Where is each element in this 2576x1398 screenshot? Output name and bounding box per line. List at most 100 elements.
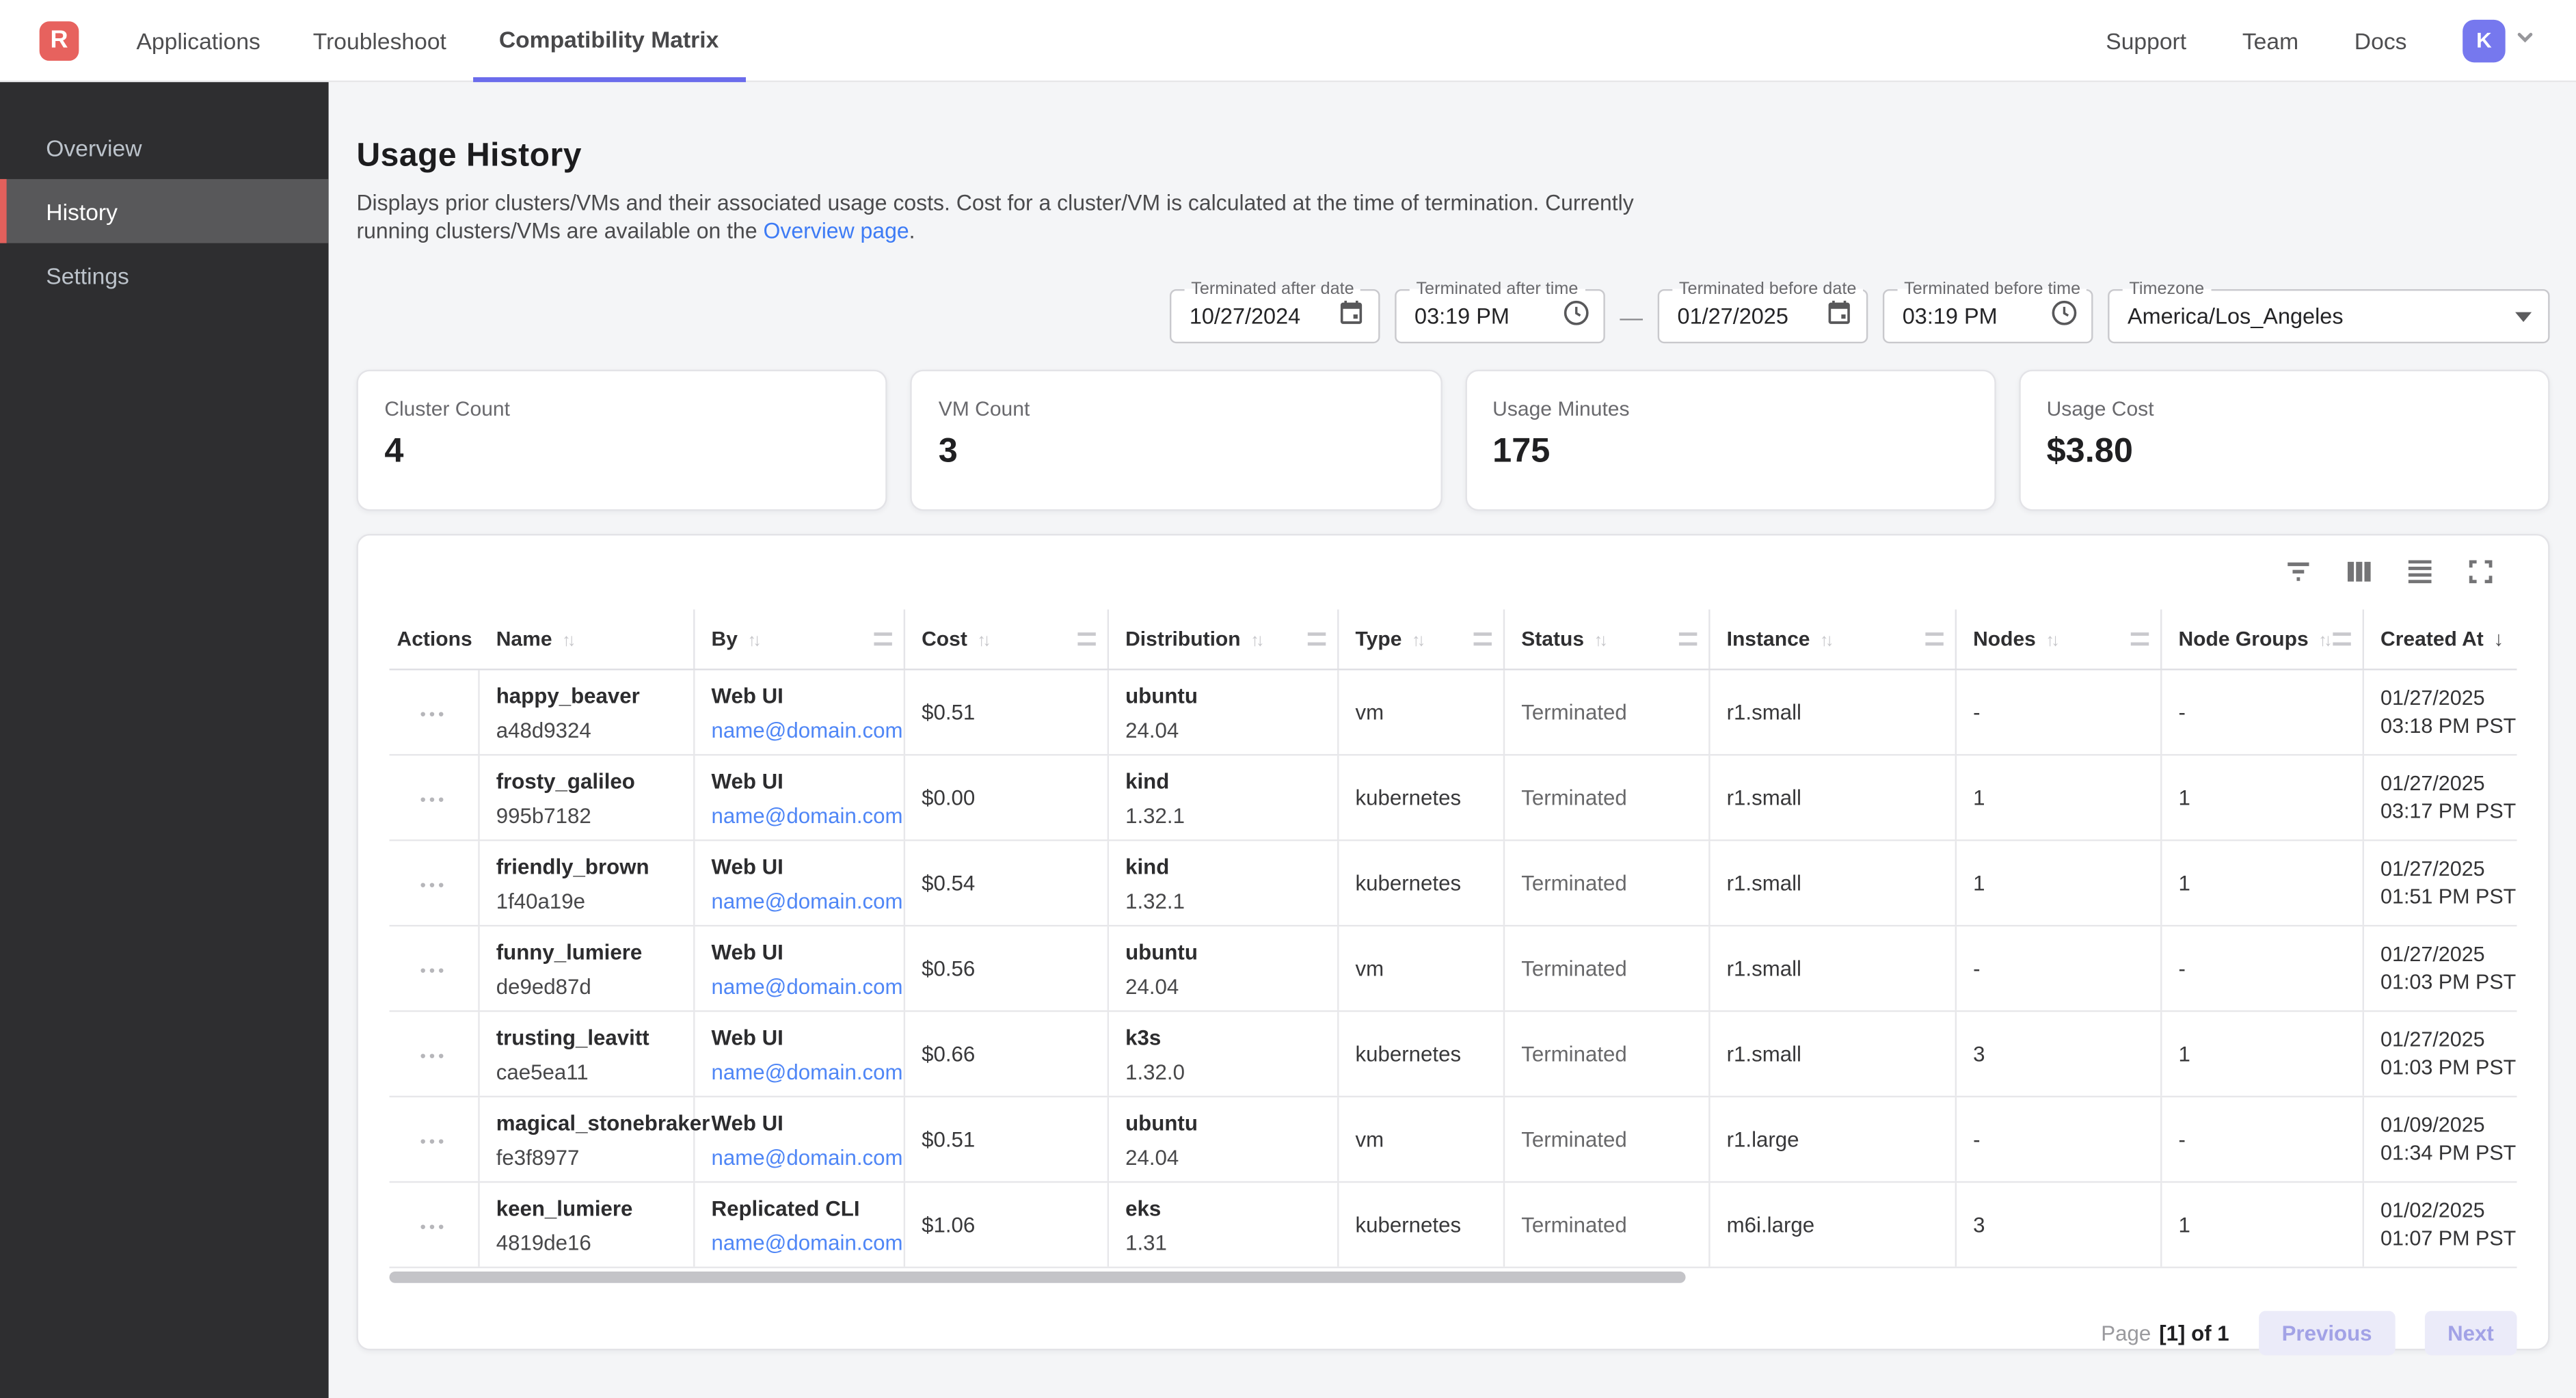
type-cell: kubernetes [1355, 870, 1462, 896]
row-actions-kebab-button[interactable] [414, 950, 454, 987]
sort-icon[interactable] [1241, 628, 1261, 651]
col-header-cost[interactable]: Cost [905, 609, 1110, 669]
filter-icon[interactable] [2282, 555, 2315, 588]
email-link[interactable]: name@domain.com [711, 1144, 903, 1169]
table-row[interactable]: frosty_galileo 995b7182 Web UI name@domain… [389, 755, 2517, 842]
overview-page-link[interactable]: Overview page [763, 218, 909, 243]
table-row[interactable]: keen_lumiere 4819de16 Replicated CLI name@… [389, 1183, 2517, 1269]
terminated-before-date-field[interactable]: Terminated before date 01/27/2025 [1657, 279, 1868, 344]
nav-support[interactable]: Support [2106, 27, 2187, 54]
field-value[interactable]: 03:19 PM [1902, 304, 1998, 329]
caret-down-icon[interactable] [2515, 311, 2532, 321]
calendar-icon[interactable] [1825, 298, 1853, 334]
timezone-select[interactable]: Timezone America/Los_Angeles [2108, 279, 2550, 344]
instance-cell: r1.small [1726, 1041, 1801, 1066]
sort-icon[interactable] [1401, 628, 1422, 651]
next-page-button[interactable]: Next [2424, 1310, 2517, 1356]
distribution-name: kind [1125, 853, 1170, 878]
sort-desc-icon[interactable] [2484, 628, 2504, 651]
clock-icon[interactable] [1562, 298, 1590, 334]
column-menu-icon[interactable] [2130, 632, 2149, 646]
row-actions-kebab-button[interactable] [414, 779, 454, 816]
field-value[interactable]: 03:19 PM [1414, 304, 1510, 329]
field-value[interactable]: 10/27/2024 [1189, 304, 1301, 329]
column-menu-icon[interactable] [1077, 632, 1096, 646]
email-link[interactable]: name@domain.com [711, 802, 903, 827]
terminated-after-date-field[interactable]: Terminated after date 10/27/2024 [1169, 279, 1380, 344]
columns-icon[interactable] [2343, 555, 2376, 588]
horizontal-scrollbar-thumb[interactable] [389, 1271, 1686, 1283]
terminated-before-time-field[interactable]: Terminated before time 03:19 PM [1882, 279, 2093, 344]
nav-troubleshoot[interactable]: Troubleshoot [312, 27, 446, 54]
column-menu-icon[interactable] [1678, 632, 1698, 646]
column-menu-icon[interactable] [1925, 632, 1944, 646]
column-menu-icon[interactable] [874, 632, 892, 646]
node-groups-cell: 1 [2178, 1212, 2190, 1237]
table-row[interactable]: happy_beaver a48d9324 Web UI name@domain.c… [389, 670, 2517, 756]
page-description: Displays prior clusters/VMs and their as… [356, 189, 1635, 245]
sort-icon[interactable] [738, 628, 758, 651]
field-value[interactable]: America/Los_Angeles [2127, 304, 2344, 329]
nav-docs[interactable]: Docs [2354, 27, 2407, 54]
nodes-cell: 3 [1973, 1041, 1985, 1066]
previous-page-button[interactable]: Previous [2258, 1310, 2396, 1356]
table-row[interactable]: trusting_leavitt cae5ea11 Web UI name@doma… [389, 1012, 2517, 1098]
row-actions-kebab-button[interactable] [414, 1035, 454, 1073]
row-actions-kebab-button[interactable] [414, 1120, 454, 1158]
created-date: 01/27/2025 [2380, 771, 2485, 794]
main-content: Usage History Displays prior clusters/VM… [329, 82, 2576, 1398]
email-link[interactable]: name@domain.com [711, 1229, 903, 1254]
nav-applications[interactable]: Applications [136, 27, 260, 54]
avatar[interactable]: K [2463, 18, 2506, 62]
sidebar-item-settings[interactable]: Settings [46, 262, 129, 288]
nodes-cell: - [1973, 699, 1981, 725]
sort-icon[interactable] [1810, 628, 1830, 651]
sort-icon[interactable] [552, 628, 573, 651]
cluster-id: 4819de16 [496, 1229, 591, 1254]
col-label: Instance [1726, 627, 1810, 651]
created-by-source: Web UI [711, 768, 783, 793]
row-actions-kebab-button[interactable] [414, 693, 454, 731]
col-header-by[interactable]: By [695, 609, 906, 669]
table-row[interactable]: funny_lumiere de9ed87d Web UI name@domain.… [389, 926, 2517, 1012]
sidebar-item-history[interactable]: History [0, 178, 329, 243]
col-header-instance[interactable]: Instance [1710, 609, 1957, 669]
col-header-created-at[interactable]: Created At [2364, 610, 2519, 669]
email-link[interactable]: name@domain.com [711, 716, 903, 742]
column-menu-icon[interactable] [1307, 632, 1326, 646]
density-icon[interactable] [2404, 555, 2437, 588]
sidebar-item-overview[interactable]: Overview [46, 133, 142, 161]
filter-bar: Terminated after date 10/27/2024 Termina… [356, 279, 2550, 344]
col-header-status[interactable]: Status [1505, 609, 1710, 669]
table-row[interactable]: magical_stonebraker fe3f8977 Web UI name@d… [389, 1097, 2517, 1183]
email-link[interactable]: name@domain.com [711, 973, 903, 998]
node-groups-cell: - [2178, 699, 2186, 725]
column-menu-icon[interactable] [1473, 632, 1492, 646]
sort-icon[interactable] [1584, 628, 1605, 651]
stat-value: 3 [938, 432, 958, 470]
clock-icon[interactable] [2050, 298, 2078, 334]
column-menu-icon[interactable] [2333, 632, 2351, 646]
table-row[interactable]: friendly_brown 1f40a19e Web UI name@domain… [389, 841, 2517, 927]
col-header-node-groups[interactable]: Node Groups [2162, 609, 2365, 669]
replicated-logo[interactable]: R [39, 21, 79, 60]
nav-team[interactable]: Team [2242, 27, 2299, 54]
sort-icon[interactable] [967, 628, 988, 651]
field-value[interactable]: 01/27/2025 [1677, 304, 1788, 329]
fullscreen-icon[interactable] [2465, 555, 2497, 588]
sort-icon[interactable] [2036, 628, 2056, 651]
chevron-down-icon[interactable] [2514, 26, 2537, 54]
nav-compatibility-matrix[interactable]: Compatibility Matrix [472, 0, 745, 81]
calendar-icon[interactable] [1337, 298, 1365, 334]
sort-icon[interactable] [2309, 628, 2329, 651]
col-header-name[interactable]: Name [480, 609, 695, 669]
user-menu[interactable]: K [2463, 18, 2537, 62]
row-actions-kebab-button[interactable] [414, 1206, 454, 1244]
terminated-after-time-field[interactable]: Terminated after time 03:19 PM [1395, 279, 1605, 344]
row-actions-kebab-button[interactable] [414, 864, 454, 902]
email-link[interactable]: name@domain.com [711, 1058, 903, 1084]
col-header-distribution[interactable]: Distribution [1109, 609, 1339, 669]
col-header-nodes[interactable]: Nodes [1957, 609, 2162, 669]
col-header-type[interactable]: Type [1339, 609, 1505, 669]
email-link[interactable]: name@domain.com [711, 887, 903, 913]
